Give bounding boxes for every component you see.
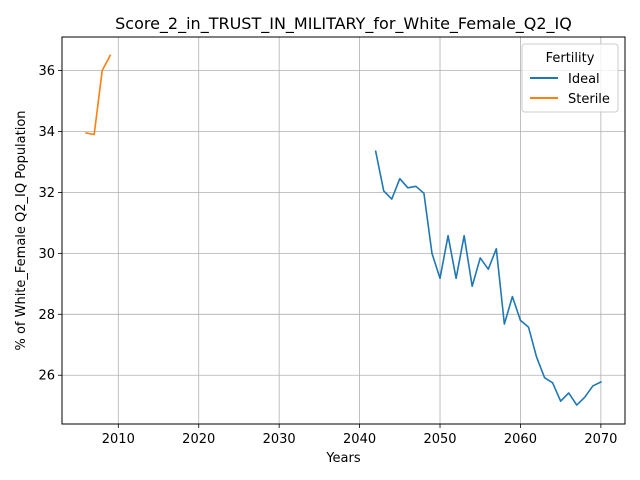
- y-tick-label: 34: [38, 125, 55, 140]
- y-tick-label: 36: [38, 64, 55, 79]
- legend: Fertility Ideal Sterile: [521, 43, 619, 113]
- x-axis-label: Years: [325, 451, 361, 466]
- series-line-sterile: [85, 54, 112, 136]
- x-axis-ticks: 2010 2020 2030 2040 2050 2060 2070: [102, 424, 617, 447]
- legend-label-sterile: Sterile: [568, 92, 610, 107]
- y-tick-label: 28: [38, 308, 55, 323]
- y-tick-label: 26: [38, 369, 55, 384]
- y-axis-ticks: 26 28 30 32 34 36: [38, 64, 62, 384]
- x-tick-label: 2030: [263, 432, 296, 447]
- legend-title: Fertility: [546, 51, 595, 66]
- x-tick-label: 2070: [584, 432, 617, 447]
- x-tick-label: 2050: [423, 432, 456, 447]
- legend-label-ideal: Ideal: [568, 72, 600, 87]
- series-layer: [85, 54, 602, 406]
- plot-frame: [61, 36, 626, 425]
- x-tick-label: 2060: [504, 432, 537, 447]
- y-axis-label: % of White_Female Q2_IQ Population: [14, 110, 29, 350]
- x-tick-label: 2020: [182, 432, 215, 447]
- legend-box: [521, 43, 619, 113]
- chart-title: Score_2_in_TRUST_IN_MILITARY_for_White_F…: [115, 14, 572, 34]
- y-tick-label: 32: [38, 186, 55, 201]
- x-tick-label: 2010: [102, 432, 135, 447]
- x-tick-label: 2040: [343, 432, 376, 447]
- grid: [62, 37, 625, 424]
- y-tick-label: 30: [38, 247, 55, 262]
